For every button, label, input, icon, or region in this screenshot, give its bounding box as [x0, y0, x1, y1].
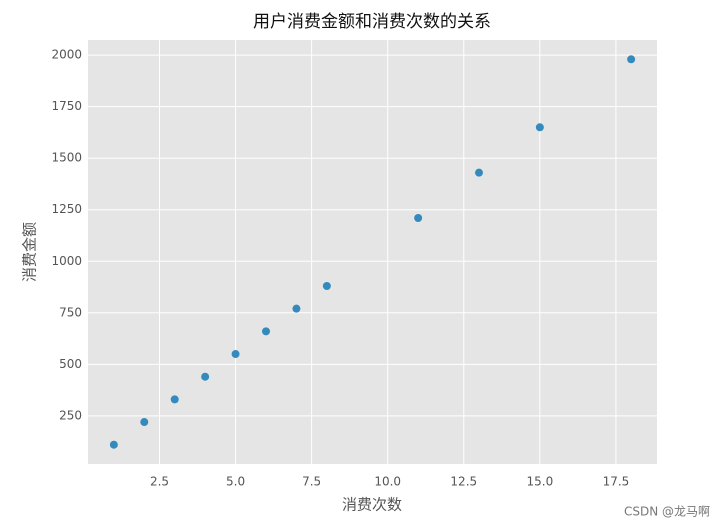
point	[414, 213, 423, 222]
point	[231, 350, 240, 359]
point	[170, 395, 179, 404]
x-tick-label: 17.5	[603, 475, 630, 489]
point	[474, 168, 483, 177]
y-tick-label: 750	[59, 305, 82, 319]
x-tick-label: 10.0	[374, 475, 401, 489]
x-axis-label: 消费次数	[342, 496, 402, 514]
point	[535, 123, 544, 132]
x-tick-label: 12.5	[450, 475, 477, 489]
x-tick-label: 15.0	[526, 475, 553, 489]
point	[109, 440, 118, 449]
point	[627, 55, 636, 64]
y-tick-label: 1500	[51, 151, 82, 165]
y-tick-label: 2000	[51, 48, 82, 62]
point	[322, 282, 331, 291]
watermark: CSDN @龙马啊	[624, 505, 710, 519]
point	[140, 418, 149, 427]
y-tick-label: 1750	[51, 99, 82, 113]
point	[292, 304, 301, 313]
y-tick-label: 1000	[51, 254, 82, 268]
y-tick-label: 250	[59, 408, 82, 422]
point	[262, 327, 271, 336]
x-tick-label: 5.0	[226, 475, 245, 489]
x-tick-label: 2.5	[150, 475, 169, 489]
point	[201, 372, 210, 381]
chart-title: 用户消费金额和消费次数的关系	[253, 12, 491, 32]
x-tick-label: 7.5	[302, 475, 321, 489]
plot-area	[88, 40, 657, 464]
y-axis-label: 消费金额	[21, 222, 39, 282]
y-tick-label: 500	[59, 357, 82, 371]
y-tick-label: 1250	[51, 202, 82, 216]
